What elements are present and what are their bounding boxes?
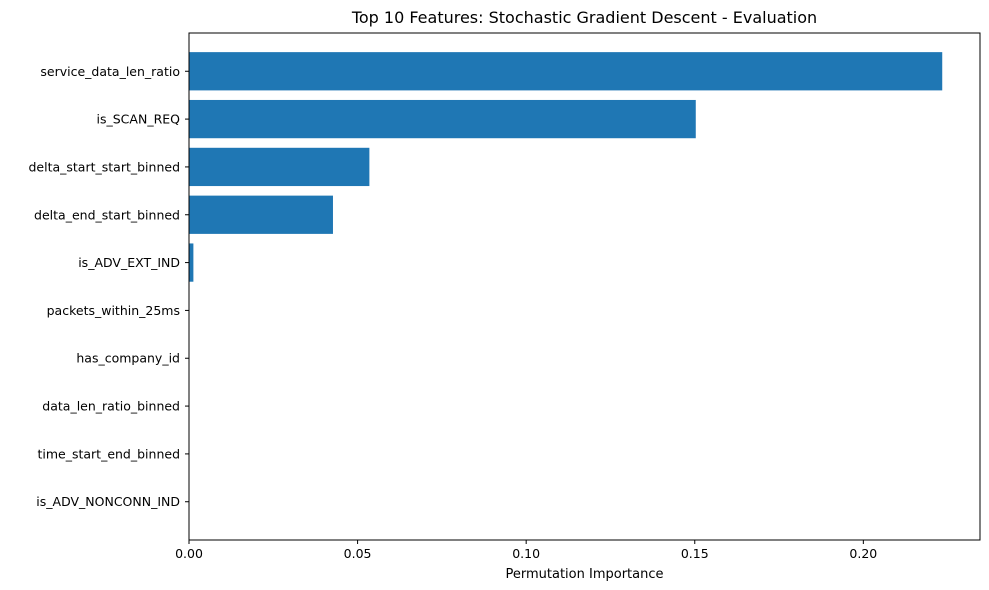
chart-title: Top 10 Features: Stochastic Gradient Des…	[351, 8, 817, 27]
x-tick-label: 0.10	[512, 546, 540, 561]
y-axis: service_data_len_ratio is_SCAN_REQ delta_s…	[28, 64, 189, 509]
plot-frame	[188, 32, 981, 541]
x-tick-label: 0.00	[175, 546, 203, 561]
bar-service_data_len_ratio	[189, 52, 943, 91]
y-tick-label: service_data_len_ratio	[40, 64, 180, 79]
y-tick-label: time_start_end_binned	[37, 446, 180, 461]
x-tick-label: 0.20	[849, 546, 877, 561]
bar-delta_end_start_binned	[189, 195, 333, 234]
y-tick-label: packets_within_25ms	[47, 303, 180, 318]
y-tick-label: is_ADV_NONCONN_IND	[36, 494, 180, 509]
bars-group	[189, 52, 943, 282]
y-tick-label: delta_end_start_binned	[34, 207, 180, 222]
x-tick-label: 0.15	[681, 546, 709, 561]
y-tick-label: is_SCAN_REQ	[97, 112, 181, 127]
bar-delta_start_start_binned	[189, 147, 370, 187]
x-axis-label: Permutation Importance	[506, 567, 664, 582]
y-tick-label: delta_start_start_binned	[28, 159, 180, 174]
y-tick-label: has_company_id	[76, 351, 180, 366]
bar-is_SCAN_REQ	[189, 99, 696, 139]
y-tick-label: data_len_ratio_binned	[42, 399, 180, 414]
y-tick-label: is_ADV_EXT_IND	[78, 255, 180, 270]
x-tick-label: 0.05	[344, 546, 372, 561]
bar-is_ADV_EXT_IND	[189, 243, 194, 282]
x-axis: 0.00 0.05 0.10 0.15 0.20	[175, 540, 877, 561]
